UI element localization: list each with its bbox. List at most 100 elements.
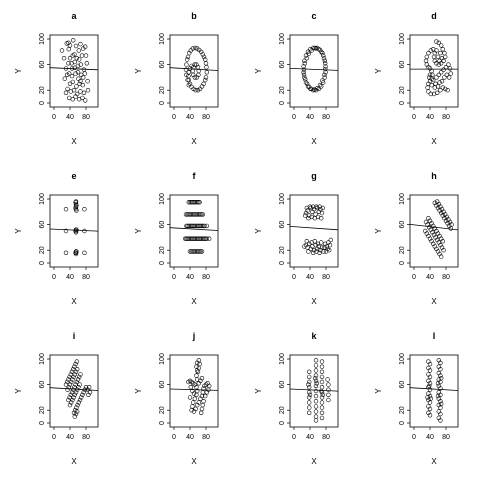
y-axis-title: Y <box>374 68 383 74</box>
x-tick-label: 0 <box>412 434 416 441</box>
data-point <box>199 212 204 217</box>
data-point <box>303 80 309 85</box>
x-tick-label: 40 <box>186 114 194 121</box>
x-tick-label: 80 <box>322 274 330 281</box>
points-group <box>302 204 333 256</box>
y-tick-label: 0 <box>39 101 46 105</box>
data-point <box>320 50 325 56</box>
data-point <box>319 216 324 221</box>
data-point <box>75 70 81 75</box>
data-point <box>312 45 317 51</box>
x-axis-title: X <box>71 297 77 306</box>
data-point <box>305 208 310 213</box>
data-point <box>428 91 433 97</box>
data-point <box>442 50 447 56</box>
data-point <box>187 395 193 400</box>
data-point <box>74 367 80 372</box>
x-tick-label: 0 <box>292 274 296 281</box>
y-tick-label: 100 <box>159 193 166 205</box>
data-point <box>204 223 210 229</box>
x-tick-label: 40 <box>186 274 194 281</box>
points-group <box>183 200 212 254</box>
data-point <box>322 58 327 63</box>
data-point <box>438 360 443 365</box>
x-axis-title: X <box>191 457 197 466</box>
y-tick-label: 20 <box>399 406 406 414</box>
data-point <box>425 85 430 90</box>
data-point <box>75 402 80 408</box>
data-point <box>319 410 325 415</box>
data-point <box>196 223 201 229</box>
data-point <box>439 55 445 61</box>
panel-h: h 0 40 80 0 20 60 100 X Y <box>374 171 459 306</box>
data-point <box>204 64 209 70</box>
x-tick-label: 40 <box>186 434 194 441</box>
y-tick-label: 20 <box>399 86 406 94</box>
data-point <box>189 236 194 241</box>
data-point <box>313 409 319 414</box>
data-point <box>190 46 196 51</box>
data-point <box>314 204 319 209</box>
panel-b: b 0 40 80 0 20 60 100 X Y <box>134 11 219 146</box>
y-tick-label: 100 <box>399 33 406 45</box>
data-point <box>67 402 73 408</box>
data-point <box>77 382 82 387</box>
data-point <box>193 236 199 241</box>
data-point <box>447 75 452 80</box>
data-point <box>78 395 84 400</box>
y-tick-label: 100 <box>399 193 406 205</box>
y-axis-title: Y <box>254 68 263 74</box>
data-point <box>445 87 450 93</box>
data-point <box>437 80 442 85</box>
data-point <box>190 404 195 409</box>
data-point <box>70 96 76 102</box>
data-point <box>304 55 309 61</box>
data-point <box>63 250 69 256</box>
y-axis-title: Y <box>14 68 23 74</box>
data-point <box>323 61 328 66</box>
points-group <box>306 358 331 423</box>
data-point <box>320 205 325 211</box>
x-tick-label: 0 <box>412 114 416 121</box>
data-point <box>302 244 307 249</box>
points-group <box>59 38 91 103</box>
data-point <box>194 75 200 80</box>
data-point <box>448 71 453 76</box>
data-point <box>186 200 192 205</box>
panel-title: b <box>191 11 197 21</box>
panel-title: e <box>71 171 76 181</box>
panel-title: i <box>73 331 76 341</box>
data-point <box>438 418 443 423</box>
data-point <box>313 399 319 404</box>
data-point <box>319 369 325 374</box>
plot-box <box>289 354 339 428</box>
data-point <box>193 406 198 412</box>
data-point <box>438 399 443 404</box>
data-point <box>302 58 307 63</box>
regression-line <box>409 224 459 231</box>
data-point <box>207 236 212 241</box>
data-point <box>432 85 437 90</box>
y-tick-label: 100 <box>39 353 46 365</box>
data-point <box>427 393 433 399</box>
data-point <box>428 396 433 401</box>
x-tick-label: 0 <box>172 434 176 441</box>
data-point <box>72 364 77 369</box>
data-point <box>427 381 433 386</box>
y-tick-label: 20 <box>279 246 286 254</box>
data-point <box>196 236 201 241</box>
data-point <box>439 376 444 381</box>
data-point <box>184 223 189 229</box>
data-point <box>67 55 73 61</box>
data-point <box>203 77 208 83</box>
data-point <box>82 250 87 256</box>
data-point <box>307 395 312 400</box>
data-point <box>313 368 319 373</box>
data-point <box>195 368 200 373</box>
y-tick-label: 0 <box>279 261 286 265</box>
x-tick-label: 80 <box>202 274 210 281</box>
y-tick-label: 60 <box>279 221 286 229</box>
data-point <box>193 87 198 93</box>
y-tick-label: 60 <box>159 61 166 69</box>
y-tick-label: 0 <box>279 101 286 105</box>
